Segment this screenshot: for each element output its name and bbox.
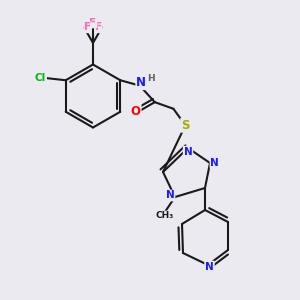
Text: N: N — [210, 158, 219, 168]
Text: N: N — [166, 190, 175, 200]
Text: F: F — [84, 22, 91, 32]
Text: H: H — [147, 74, 155, 82]
Text: F: F — [95, 22, 102, 32]
Text: N: N — [136, 76, 146, 89]
Text: CH₃: CH₃ — [155, 211, 174, 220]
Text: S: S — [181, 119, 190, 132]
Text: Cl: Cl — [35, 73, 46, 83]
Text: N: N — [205, 262, 214, 272]
Text: F: F — [89, 17, 97, 28]
Text: O: O — [130, 105, 141, 118]
Text: N: N — [184, 147, 192, 157]
